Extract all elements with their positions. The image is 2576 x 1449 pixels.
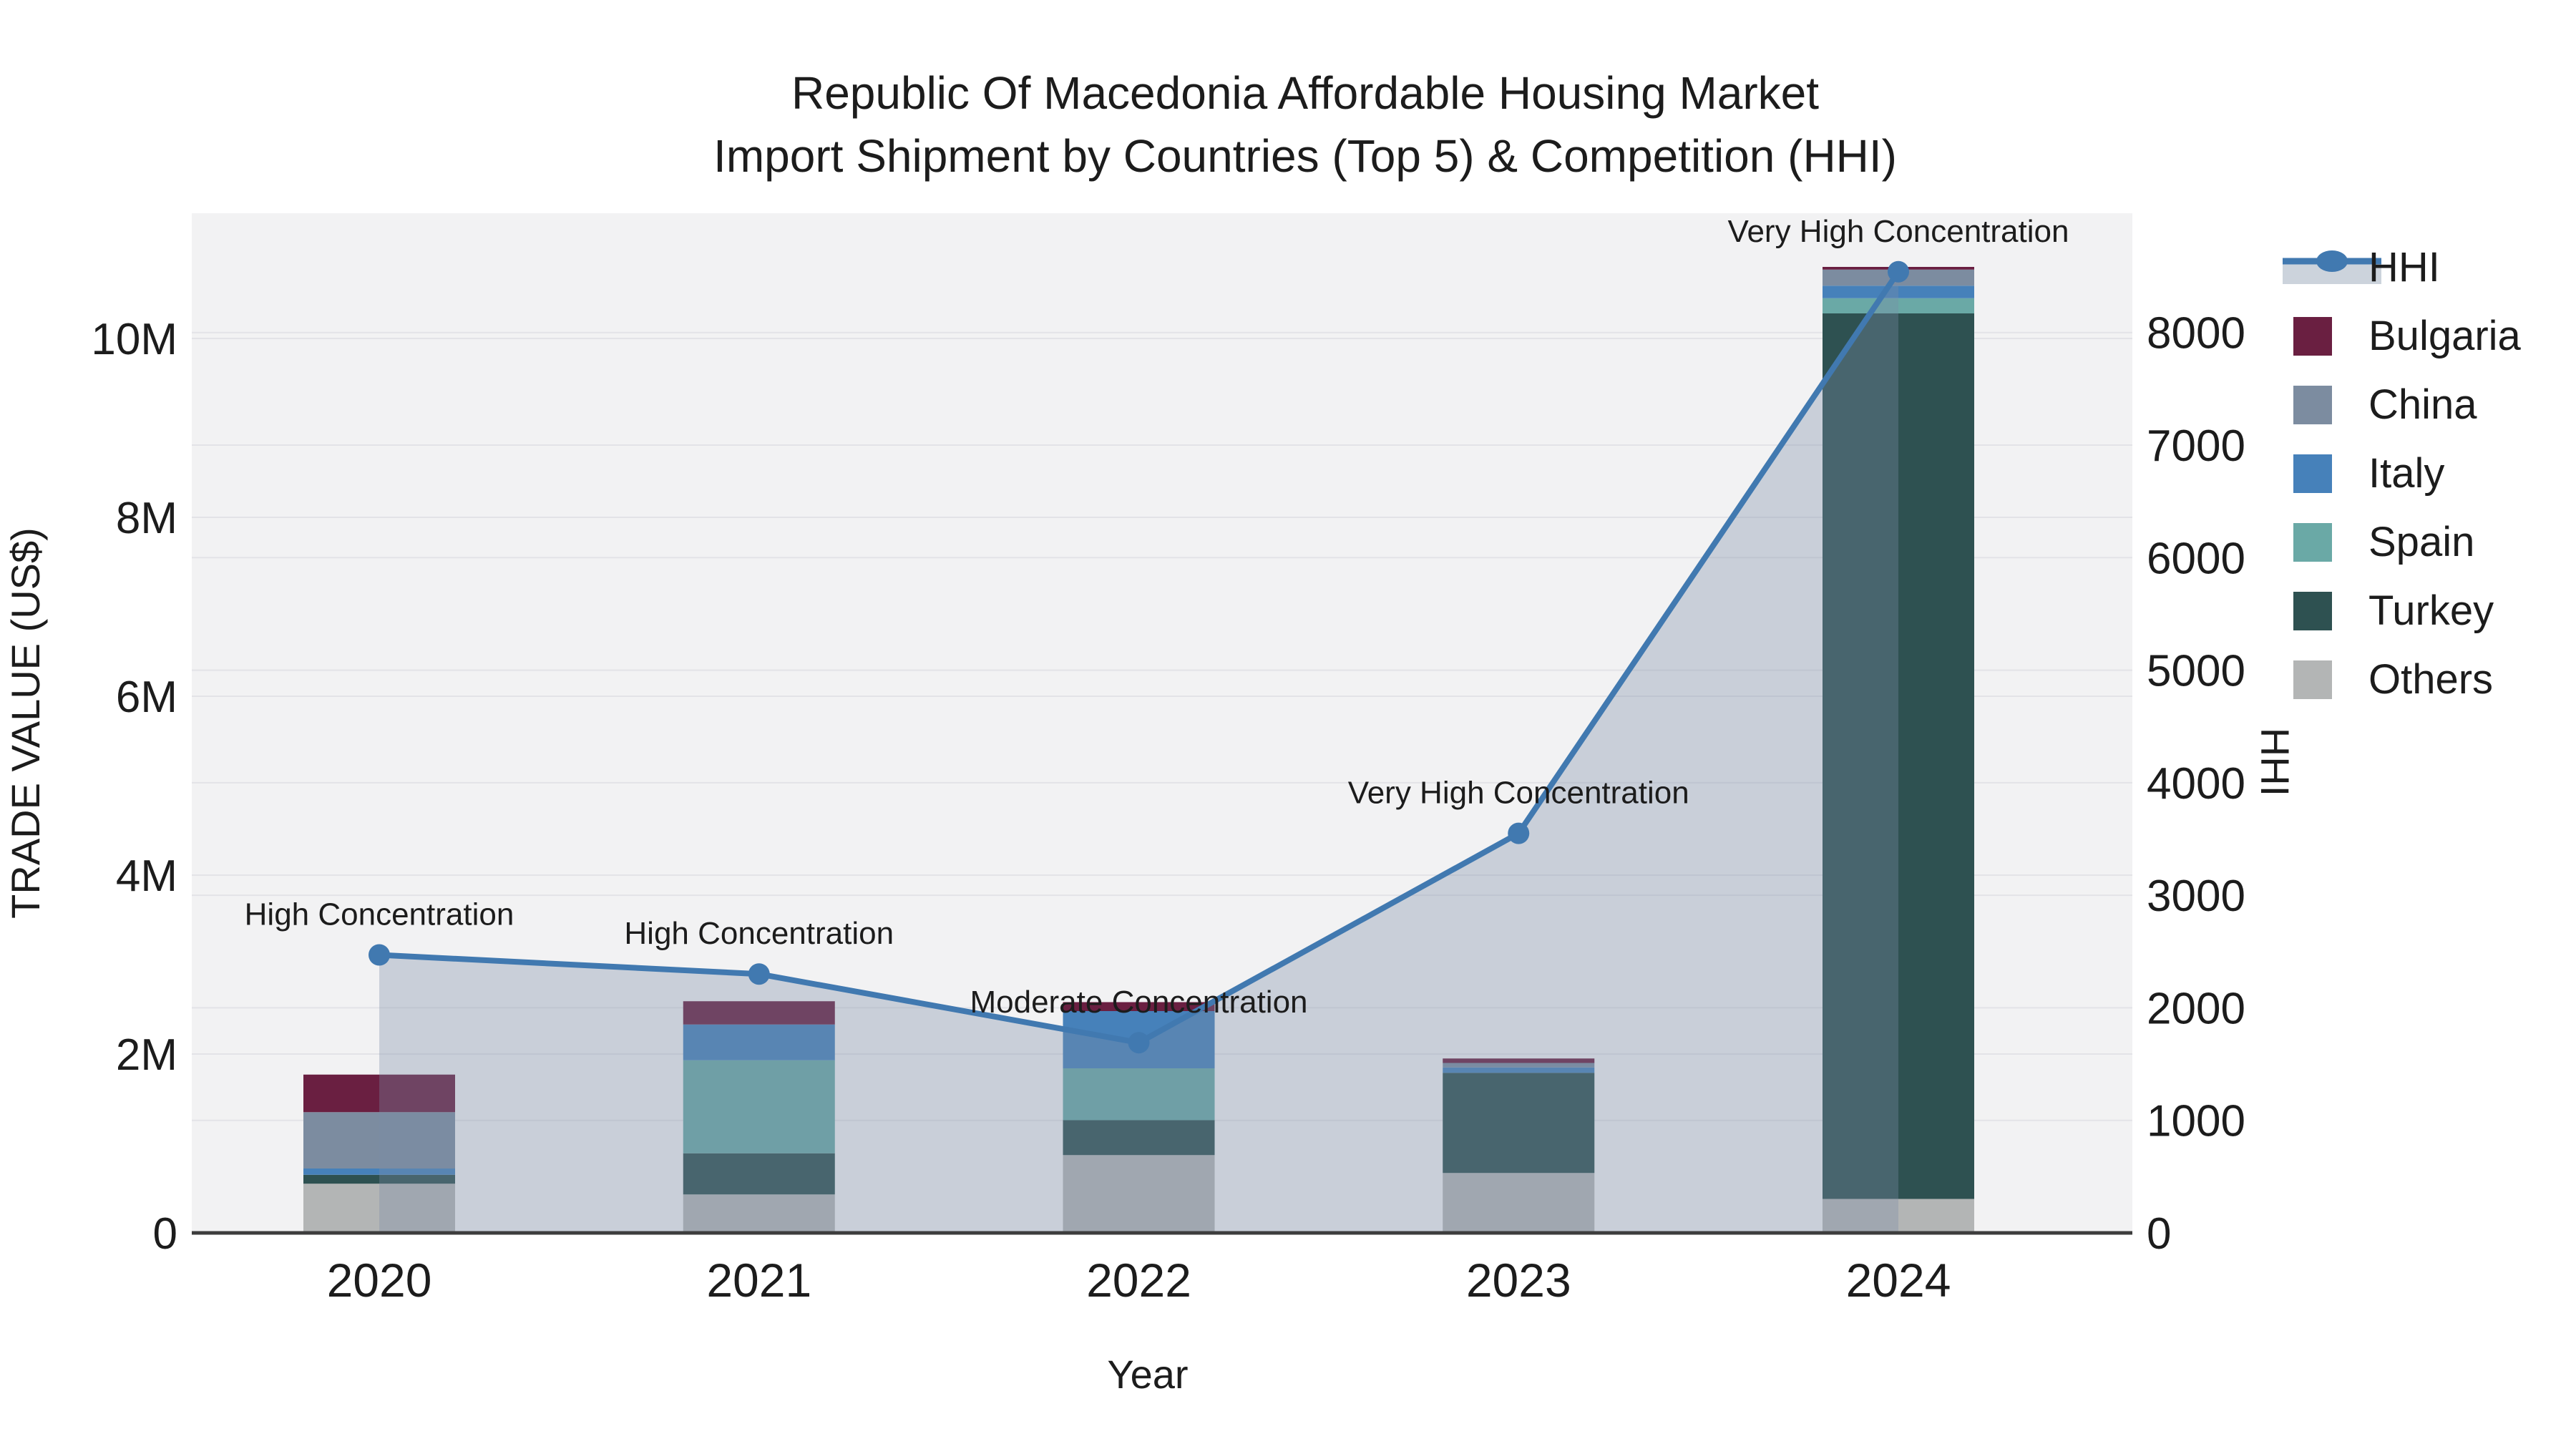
bar-segment-others-2022[interactable] (1063, 1155, 1215, 1233)
legend-item-others[interactable]: Others (2293, 656, 2493, 703)
legend-label-bulgaria: Bulgaria (2368, 313, 2522, 359)
y-right-tick-3000[interactable]: 3000 (2147, 872, 2245, 921)
legend-item-turkey[interactable]: Turkey (2293, 587, 2494, 634)
legend-swatch-turkey (2293, 592, 2332, 630)
annotation-2021: High Concentration (624, 916, 894, 951)
legend-swatch-china (2293, 386, 2332, 424)
bar-segment-spain-2024[interactable] (1823, 298, 1974, 313)
annotation-2023: Very High Concentration (1348, 776, 1689, 811)
legend-hhi-marker (2316, 250, 2348, 272)
bar-segment-italy-2021[interactable] (683, 1024, 835, 1060)
legend-label-spain: Spain (2368, 519, 2474, 565)
y-right-tick-1000[interactable]: 1000 (2147, 1097, 2245, 1146)
legend-label-china: China (2368, 381, 2477, 428)
chart-title-line2: Import Shipment by Countries (Top 5) & C… (713, 130, 1897, 182)
bar-segment-spain-2021[interactable] (683, 1060, 835, 1153)
annotation-2024: Very High Concentration (1728, 214, 2069, 249)
bar-segment-china-2020[interactable] (303, 1112, 455, 1169)
hhi-marker-2021[interactable] (748, 963, 770, 985)
bars-group (303, 267, 1974, 1233)
y-left-tick-0[interactable]: 0 (153, 1209, 177, 1259)
x-tick-2022[interactable]: 2022 (1086, 1254, 1191, 1307)
y-right-tick-8000[interactable]: 8000 (2147, 309, 2245, 358)
bar-segment-others-2024[interactable] (1823, 1199, 1974, 1234)
x-axis-title: Year (1107, 1352, 1188, 1397)
bar-segment-bulgaria-2020[interactable] (303, 1074, 455, 1113)
legend-item-italy[interactable]: Italy (2293, 450, 2444, 497)
bar-segment-bulgaria-2021[interactable] (683, 1001, 835, 1025)
bar-segment-others-2023[interactable] (1443, 1173, 1595, 1233)
y-left-axis-title: TRADE VALUE (US$) (3, 527, 48, 919)
x-tick-2023[interactable]: 2023 (1466, 1254, 1571, 1307)
legend-label-turkey: Turkey (2368, 587, 2494, 634)
y-right-tick-0[interactable]: 0 (2147, 1209, 2171, 1259)
y-left-tick-2M[interactable]: 2M (116, 1030, 177, 1080)
x-tick-2024[interactable]: 2024 (1846, 1254, 1951, 1307)
legend-item-hhi[interactable]: HHI (2283, 244, 2440, 291)
bar-segment-italy-2020[interactable] (303, 1169, 455, 1175)
legend-item-bulgaria[interactable]: Bulgaria (2293, 313, 2522, 359)
y-right-tick-5000[interactable]: 5000 (2147, 647, 2245, 696)
y-right-tick-7000[interactable]: 7000 (2147, 421, 2245, 471)
bar-segment-bulgaria-2023[interactable] (1443, 1058, 1595, 1063)
bar-segment-others-2021[interactable] (683, 1194, 835, 1233)
bar-segment-others-2020[interactable] (303, 1184, 455, 1233)
bar-segment-italy-2023[interactable] (1443, 1067, 1595, 1073)
hhi-marker-2020[interactable] (369, 944, 390, 966)
legend-swatch-italy (2293, 454, 2332, 493)
bar-segment-china-2023[interactable] (1443, 1063, 1595, 1068)
bar-segment-spain-2022[interactable] (1063, 1068, 1215, 1121)
y-left-tick-6M[interactable]: 6M (116, 673, 177, 722)
hhi-marker-2023[interactable] (1508, 822, 1530, 844)
legend-label-others: Others (2368, 656, 2493, 703)
bar-segment-turkey-2023[interactable] (1443, 1073, 1595, 1174)
chart-title-line1: Republic Of Macedonia Affordable Housing… (791, 67, 1819, 119)
y-right-axis-title: HHI (2253, 728, 2298, 796)
bar-segment-turkey-2020[interactable] (303, 1174, 455, 1184)
y-right-tick-4000[interactable]: 4000 (2147, 759, 2245, 809)
bar-segment-bulgaria-2022[interactable] (1063, 1002, 1215, 1012)
y-left-tick-10M[interactable]: 10M (91, 315, 177, 364)
bar-segment-italy-2024[interactable] (1823, 286, 1974, 298)
legend-item-china[interactable]: China (2293, 381, 2477, 428)
legend-swatch-bulgaria (2293, 317, 2332, 356)
legend-label-hhi: HHI (2368, 244, 2440, 291)
y-right-tick-6000[interactable]: 6000 (2147, 534, 2245, 583)
annotation-2020: High Concentration (245, 897, 514, 932)
legend-label-italy: Italy (2368, 450, 2444, 497)
legend-swatch-spain (2293, 523, 2332, 562)
bar-segment-turkey-2024[interactable] (1823, 313, 1974, 1199)
hhi-area-fill (379, 271, 1898, 1233)
legend-swatch-others (2293, 660, 2332, 699)
bar-segment-turkey-2022[interactable] (1063, 1120, 1215, 1156)
y-right-tick-2000[interactable]: 2000 (2147, 984, 2245, 1033)
hhi-marker-2022[interactable] (1128, 1032, 1150, 1054)
annotation-2022: Moderate Concentration (970, 985, 1307, 1020)
y-left-tick-8M[interactable]: 8M (116, 494, 177, 543)
legend-item-spain[interactable]: Spain (2293, 519, 2474, 565)
bar-segment-turkey-2021[interactable] (683, 1153, 835, 1195)
x-tick-2021[interactable]: 2021 (706, 1254, 811, 1307)
x-tick-2020[interactable]: 2020 (327, 1254, 432, 1307)
y-left-tick-4M[interactable]: 4M (116, 852, 177, 901)
hhi-marker-2024[interactable] (1888, 260, 1909, 283)
